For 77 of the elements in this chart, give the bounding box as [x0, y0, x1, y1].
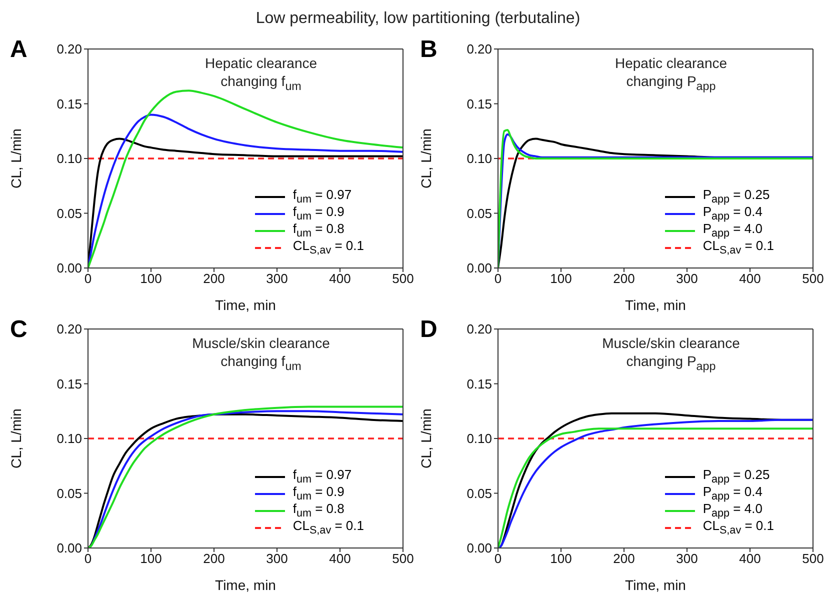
legend-label: f$_{um}$ = 0.97: [292, 467, 352, 486]
x-tick-label: 200: [613, 271, 635, 286]
legend-label: f$_{um}$ = 0.8: [292, 501, 344, 520]
y-tick-label: 0.10: [56, 151, 82, 166]
y-tick-label: 0.15: [466, 96, 492, 112]
x-tick-label: 500: [392, 551, 414, 566]
x-tick-label: 500: [392, 271, 414, 286]
x-tick-label: 300: [676, 551, 698, 566]
legend-label: CL$_{S,av}$ = 0.1: [292, 518, 364, 537]
y-axis-title: CL, L/min: [8, 128, 24, 188]
x-tick-label: 100: [140, 271, 162, 286]
x-tick-label: 500: [802, 551, 824, 566]
y-tick-label: 0.10: [56, 431, 82, 446]
x-tick-label: 300: [266, 551, 288, 566]
legend-label: P$_{app}$ = 0.4: [702, 204, 762, 223]
legend-label: P$_{app}$ = 4.0: [702, 221, 762, 240]
x-tick-label: 400: [329, 271, 351, 286]
y-tick-label: 0.20: [466, 42, 492, 57]
legend-label: P$_{app}$ = 4.0: [702, 501, 762, 520]
text: B: [420, 36, 438, 64]
y-tick-label: 0.05: [466, 486, 492, 501]
x-tick-label: 0: [494, 271, 502, 286]
x-axis-title: Time, min: [215, 577, 276, 593]
text: Muscle/skin clearance changing P$_{app}$: [601, 334, 741, 375]
y-tick-label: 0.20: [56, 42, 82, 57]
y-tick-label: 0.05: [466, 206, 492, 221]
x-tick-label: 100: [140, 551, 162, 566]
y-tick-label: 0.20: [466, 322, 492, 337]
x-axis-title: Time, min: [215, 297, 276, 313]
x-tick-label: 300: [266, 271, 288, 286]
y-axis-title: CL, L/min: [418, 408, 434, 468]
x-axis-title: Time, min: [625, 297, 686, 313]
x-tick-label: 400: [739, 271, 761, 286]
x-tick-label: 200: [203, 271, 225, 286]
x-tick-label: 300: [676, 271, 698, 286]
y-axis-title: CL, L/min: [8, 408, 24, 468]
text: Low permeability, low partitioning (terbutaline): [254, 9, 582, 29]
x-tick-label: 100: [550, 551, 572, 566]
legend-label: P$_{app}$ = 0.4: [702, 484, 762, 503]
y-tick-label: 0.15: [56, 376, 82, 392]
text: C: [10, 316, 28, 344]
y-tick-label: 0.05: [56, 206, 82, 221]
legend-label: CL$_{S,av}$ = 0.1: [292, 238, 364, 257]
y-tick-label: 0.20: [56, 322, 82, 337]
y-tick-label: 0.00: [466, 540, 492, 556]
x-tick-label: 200: [203, 551, 225, 566]
y-tick-label: 0.00: [56, 540, 82, 556]
text: A: [10, 36, 28, 64]
y-tick-label: 0.10: [466, 431, 492, 446]
y-tick-label: 0.15: [466, 376, 492, 392]
x-axis-title: Time, min: [625, 577, 686, 593]
x-tick-label: 0: [494, 551, 502, 566]
text: Hepatic clearance changing f$_{um}$: [204, 54, 318, 95]
legend-label: f$_{um}$ = 0.9: [292, 484, 344, 503]
y-tick-label: 0.00: [466, 260, 492, 276]
x-tick-label: 500: [802, 271, 824, 286]
legend-label: P$_{app}$ = 0.25: [702, 467, 770, 486]
legend-label: f$_{um}$ = 0.8: [292, 221, 344, 240]
text: Hepatic clearance changing P$_{app}$: [614, 54, 728, 95]
x-tick-label: 200: [613, 551, 635, 566]
y-tick-label: 0.15: [56, 96, 82, 112]
y-tick-label: 0.00: [56, 260, 82, 276]
legend-label: P$_{app}$ = 0.25: [702, 187, 770, 206]
legend-label: CL$_{S,av}$ = 0.1: [702, 238, 774, 257]
y-tick-label: 0.10: [466, 151, 492, 166]
x-tick-label: 400: [329, 551, 351, 566]
legend-label: f$_{um}$ = 0.9: [292, 204, 344, 223]
y-tick-label: 0.05: [56, 486, 82, 501]
legend-label: f$_{um}$ = 0.97: [292, 187, 352, 206]
x-tick-label: 100: [550, 271, 572, 286]
legend-label: CL$_{S,av}$ = 0.1: [702, 518, 774, 537]
x-tick-label: 400: [739, 551, 761, 566]
x-tick-label: 0: [84, 551, 92, 566]
x-tick-label: 0: [84, 271, 92, 286]
text: D: [420, 316, 438, 344]
text: Muscle/skin clearance changing f$_{um}$: [191, 334, 331, 375]
y-axis-title: CL, L/min: [418, 128, 434, 188]
